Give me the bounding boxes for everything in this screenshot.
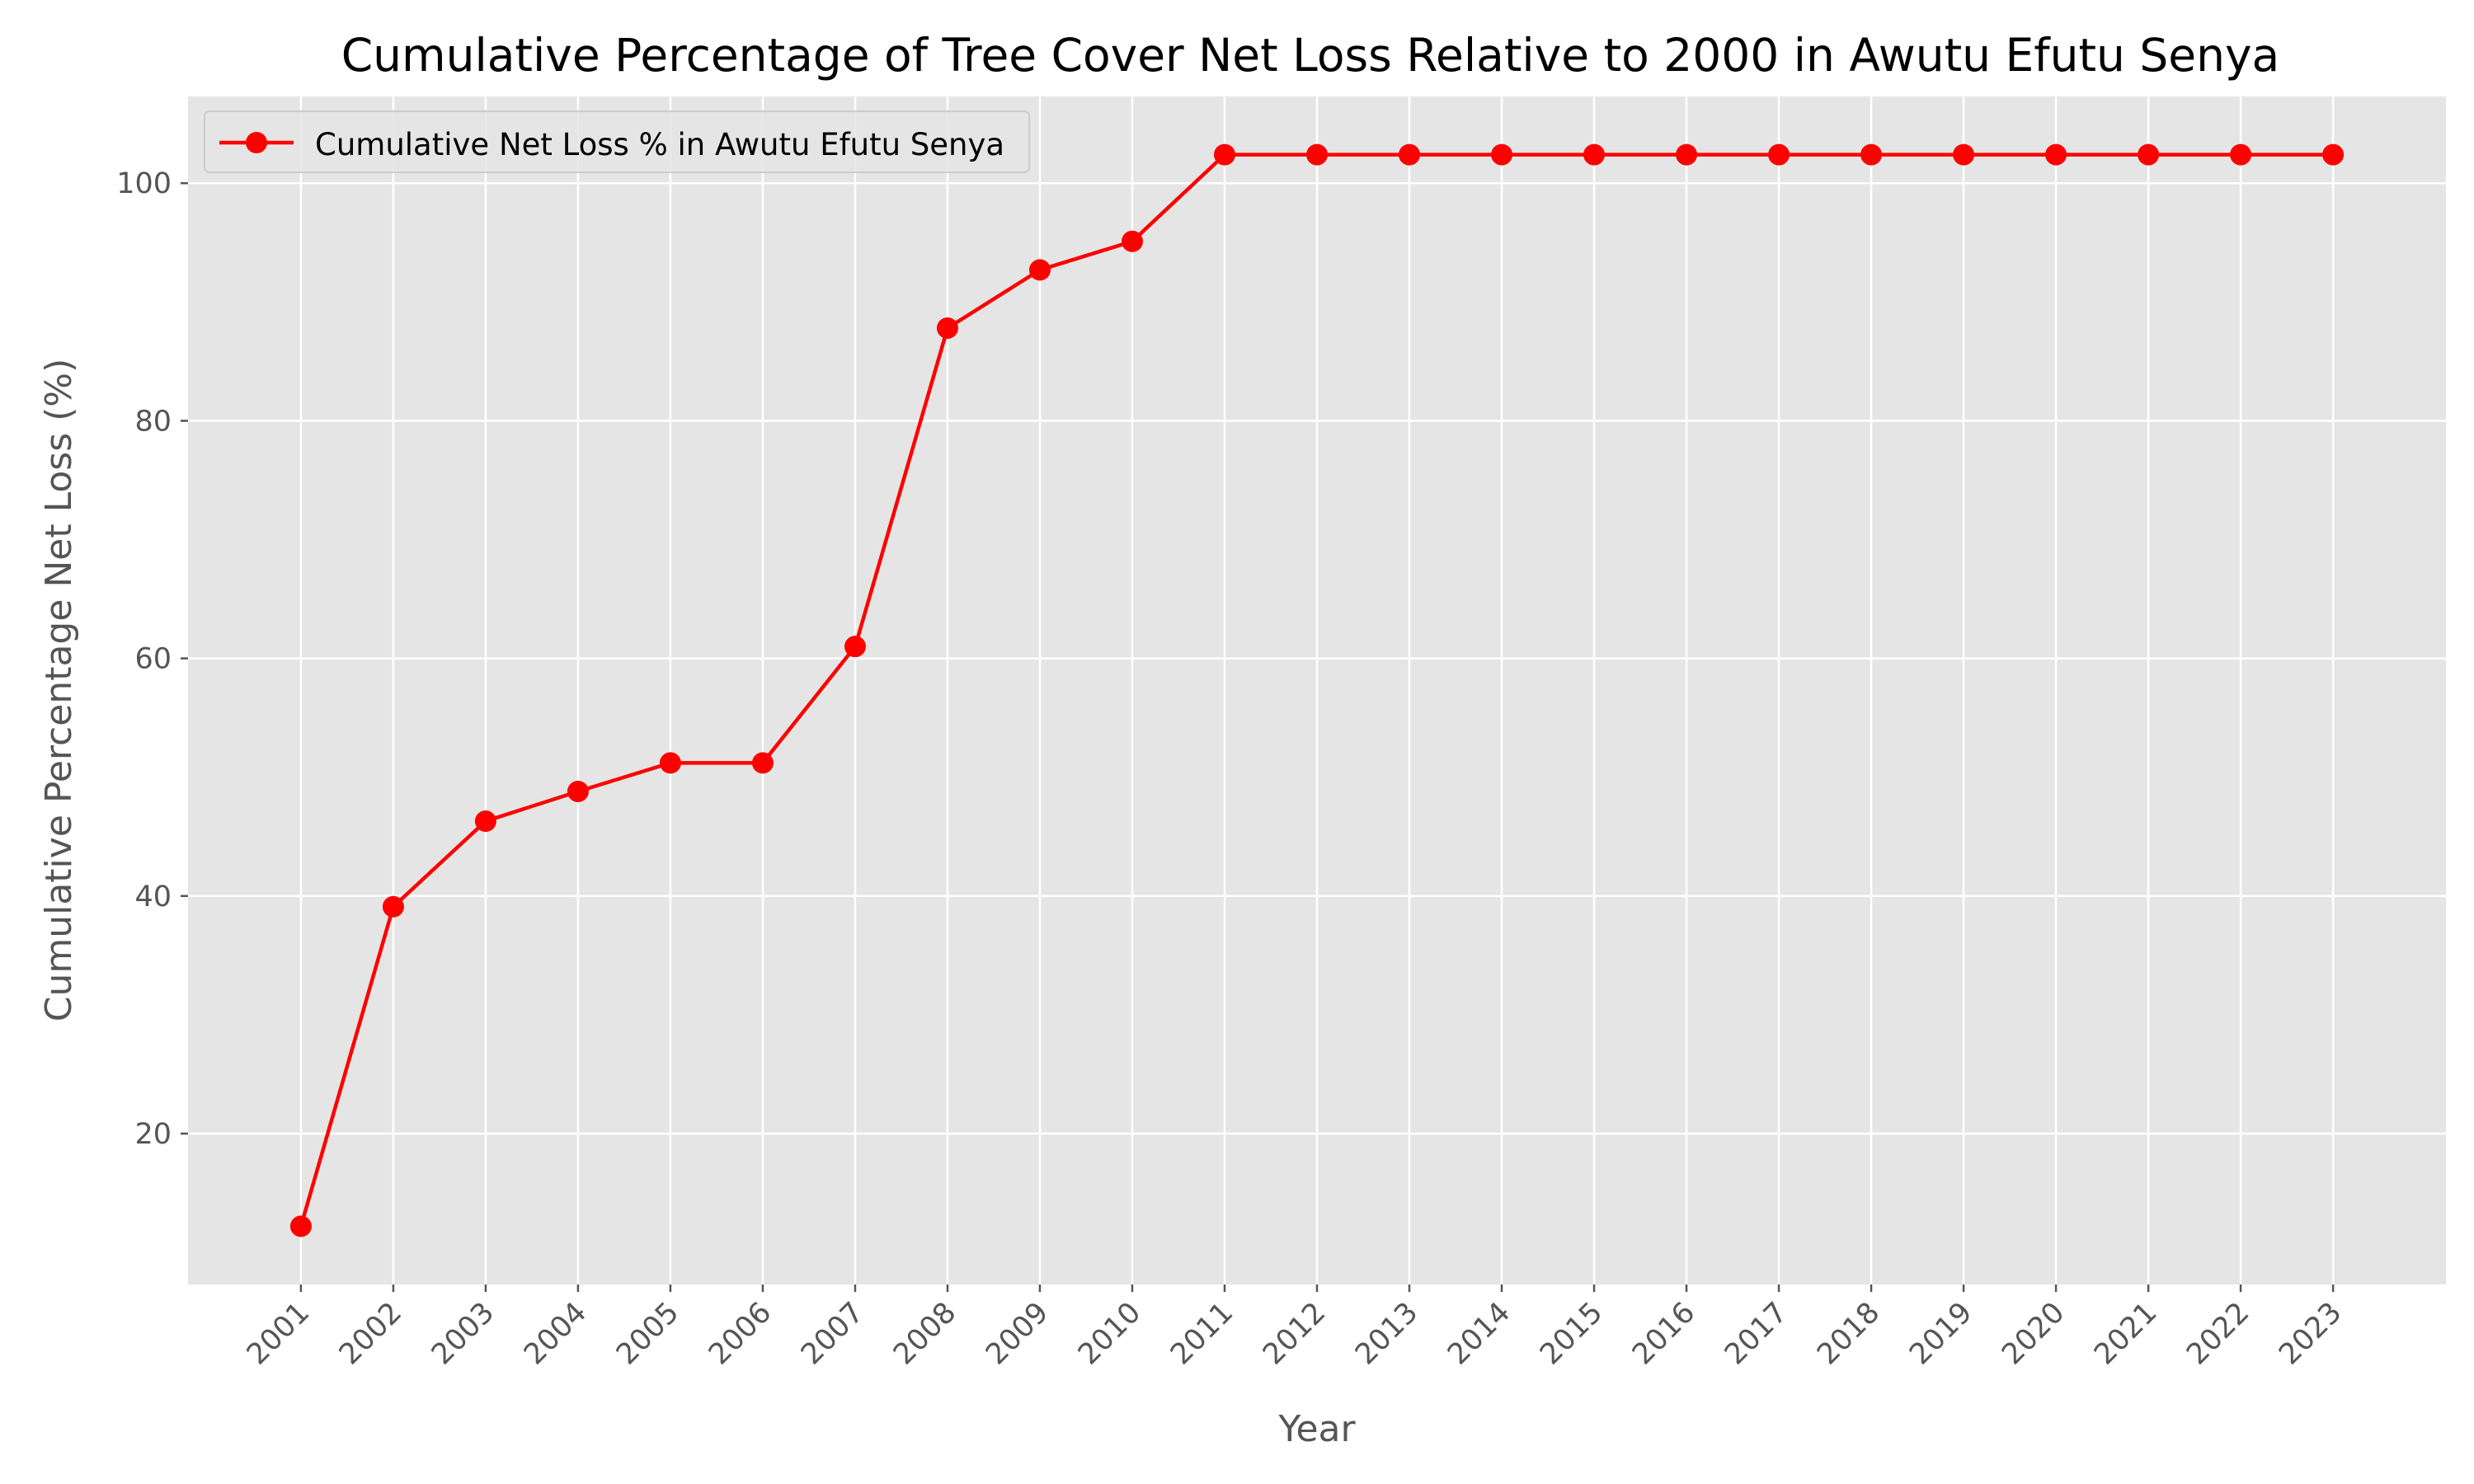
y-tick-label: 40 bbox=[134, 881, 172, 913]
chart-title: Cumulative Percentage of Tree Cover Net … bbox=[341, 29, 2279, 82]
data-point bbox=[474, 810, 496, 833]
y-tick-label: 100 bbox=[116, 167, 172, 200]
legend: Cumulative Net Loss % in Awutu Efutu Sen… bbox=[204, 110, 1031, 173]
data-point bbox=[751, 752, 774, 774]
x-axis-label: Year bbox=[1277, 1408, 1356, 1450]
data-point bbox=[1121, 230, 1143, 252]
y-tick-label: 80 bbox=[134, 405, 172, 438]
data-point bbox=[1676, 143, 1698, 166]
y-tick-label: 20 bbox=[134, 1118, 172, 1151]
data-point bbox=[2138, 143, 2160, 166]
data-point bbox=[1860, 143, 1883, 166]
data-point bbox=[1399, 143, 1421, 166]
data-point bbox=[1583, 143, 1606, 166]
data-point bbox=[1491, 143, 1513, 166]
data-point bbox=[844, 636, 866, 658]
data-point bbox=[1768, 143, 1790, 166]
data-point bbox=[659, 752, 681, 774]
data-point bbox=[289, 1215, 312, 1237]
data-point bbox=[2230, 143, 2252, 166]
data-point bbox=[1953, 143, 1975, 166]
data-point bbox=[2322, 143, 2345, 166]
data-point bbox=[567, 780, 589, 802]
data-point bbox=[2045, 143, 2067, 166]
data-point bbox=[1028, 259, 1051, 281]
data-point bbox=[382, 895, 404, 918]
y-axis-label: Cumulative Percentage Net Loss (%) bbox=[38, 359, 80, 1021]
data-point bbox=[1306, 143, 1328, 166]
data-point bbox=[1213, 143, 1235, 166]
legend-label: Cumulative Net Loss % in Awutu Efutu Sen… bbox=[315, 127, 1004, 162]
data-point bbox=[936, 317, 958, 339]
legend-box bbox=[204, 110, 1031, 173]
legend-marker bbox=[246, 132, 267, 153]
y-tick-label: 60 bbox=[134, 643, 172, 676]
